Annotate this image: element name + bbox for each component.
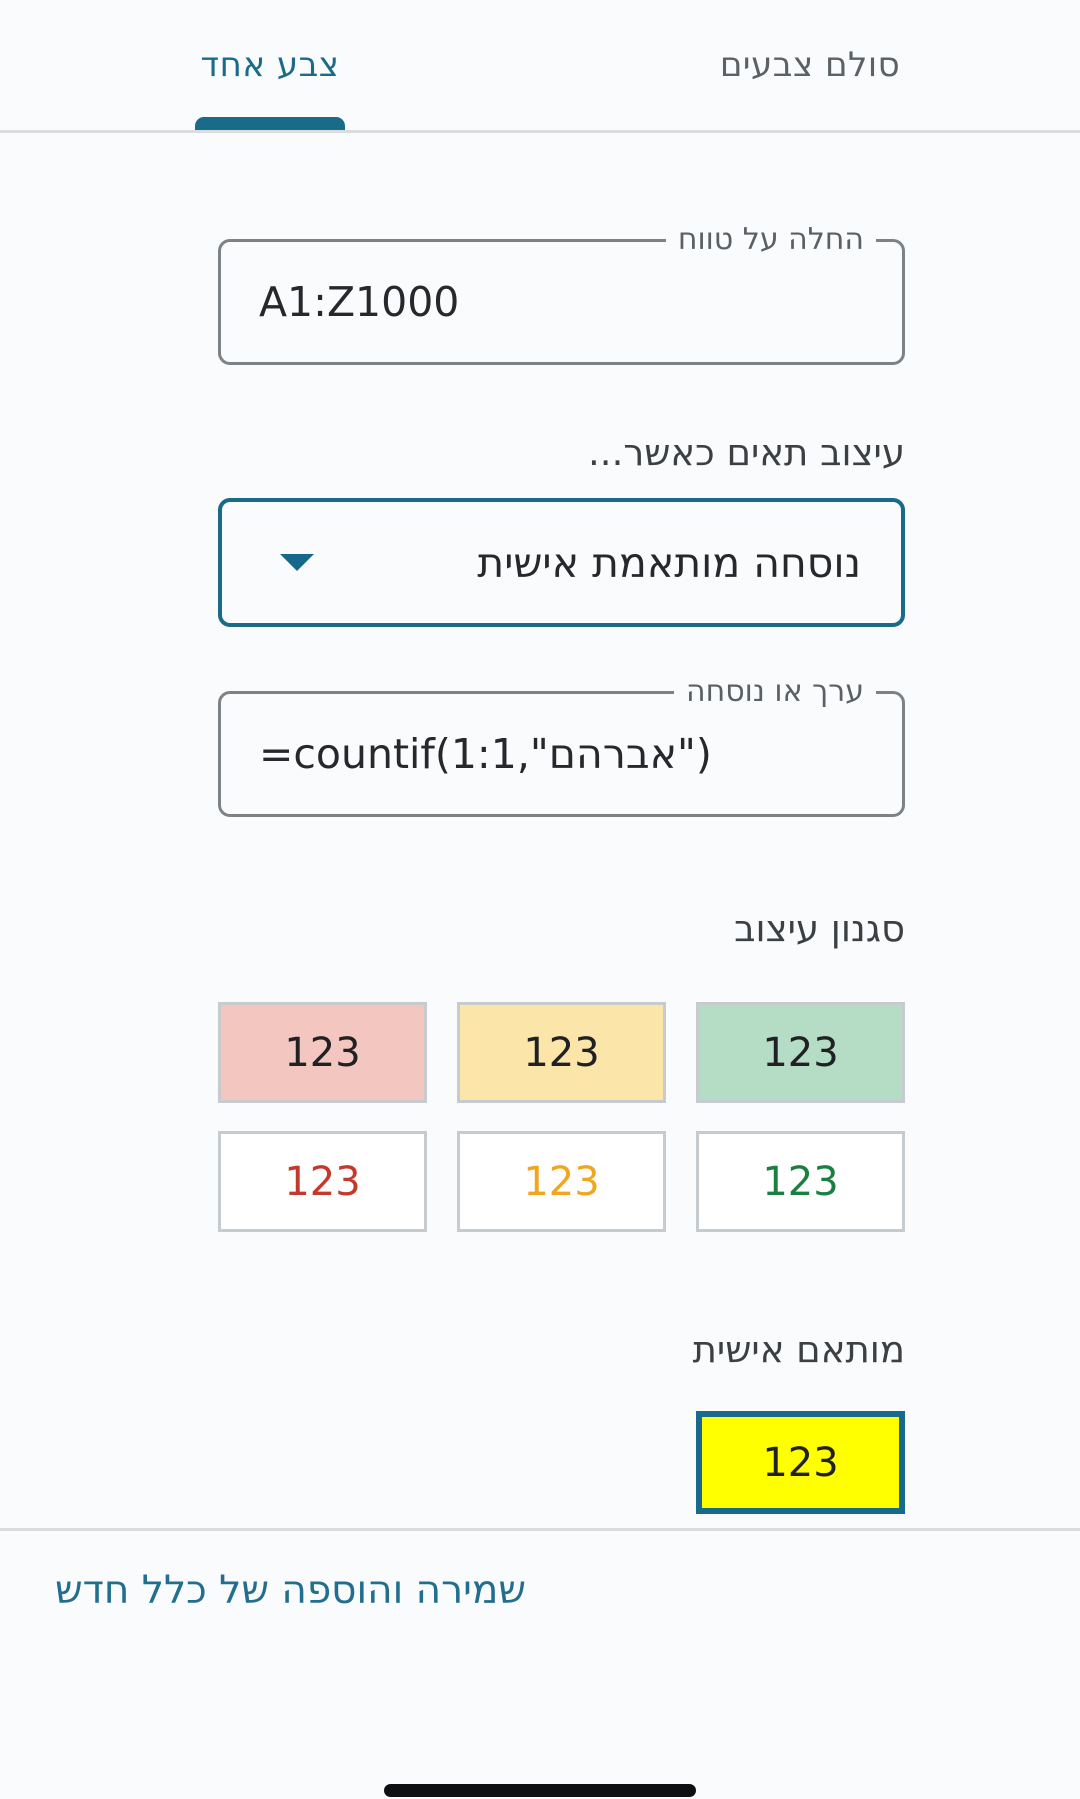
swatch-sample-text: 123	[762, 1029, 839, 1076]
swatch-sample-text: 123	[284, 1158, 361, 1205]
value-or-formula-field[interactable]: ערך או נוסחה =countif(1:1,"אברהם")	[218, 674, 905, 817]
style-preset-green-fill[interactable]: 123	[696, 1002, 905, 1103]
swatch-sample-text: 123	[284, 1029, 361, 1076]
condition-dropdown-value: נוסחה מותאמת אישית	[477, 538, 861, 587]
dropdown-arrow-icon	[280, 554, 314, 571]
value-or-formula-value[interactable]: =countif(1:1,"אברהם")	[259, 730, 712, 778]
format-cells-when-label: עיצוב תאים כאשר...	[588, 431, 905, 474]
swatch-sample-text: 123	[762, 1158, 839, 1205]
apply-to-range-label: החלה על טווח	[665, 222, 876, 257]
tab-color-scale-label: סולם צבעים	[719, 45, 901, 85]
style-preset-green-text[interactable]: 123	[696, 1131, 905, 1232]
style-preset-yellow-fill[interactable]: 123	[457, 1002, 666, 1103]
custom-style-swatch[interactable]: 123	[696, 1411, 905, 1514]
apply-to-range-value[interactable]: A1:Z1000	[259, 278, 460, 326]
active-tab-indicator	[195, 117, 345, 130]
style-preset-grid: 123 123 123 123 123 123	[218, 1002, 905, 1232]
custom-style-label: מותאם אישית	[692, 1328, 905, 1371]
style-preset-red-fill[interactable]: 123	[218, 1002, 427, 1103]
tab-single-color-label: צבע אחד	[200, 45, 340, 85]
condition-dropdown[interactable]: נוסחה מותאמת אישית	[218, 498, 905, 627]
swatch-sample-text: 123	[523, 1158, 600, 1205]
formatting-style-label: סגנון עיצוב	[734, 907, 905, 950]
apply-to-range-field[interactable]: החלה על טווח A1:Z1000	[218, 222, 905, 365]
value-or-formula-label: ערך או נוסחה	[674, 674, 876, 709]
footer-divider	[0, 1528, 1080, 1531]
save-and-add-rule-link[interactable]: שמירה והוספה של כלל חדש	[55, 1568, 526, 1613]
custom-swatch-row: 123	[218, 1411, 905, 1514]
tab-color-scale[interactable]: סולם צבעים	[540, 0, 1080, 130]
custom-swatch-sample: 123	[762, 1439, 839, 1486]
conditional-format-form: החלה על טווח A1:Z1000 עיצוב תאים כאשר...…	[218, 0, 905, 1514]
tab-bar: צבע אחד סולם צבעים	[0, 0, 1080, 133]
tab-single-color[interactable]: צבע אחד	[0, 0, 540, 130]
style-preset-orange-text[interactable]: 123	[457, 1131, 666, 1232]
swatch-sample-text: 123	[523, 1029, 600, 1076]
style-preset-red-text[interactable]: 123	[218, 1131, 427, 1232]
gesture-bar[interactable]	[384, 1784, 696, 1797]
